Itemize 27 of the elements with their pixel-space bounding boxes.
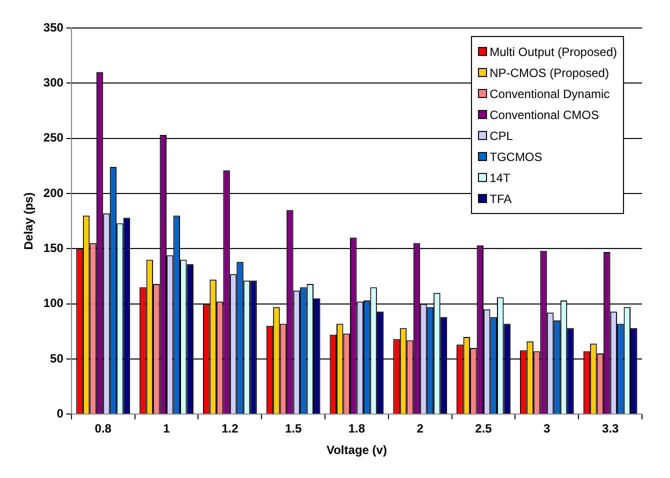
legend-label: CPL	[490, 128, 513, 142]
legend-label: Multi Output (Proposed)	[490, 44, 617, 58]
x-tick-label: 1	[163, 422, 170, 436]
y-tick-label: 300	[43, 75, 64, 90]
x-axis-title: Voltage (v)	[326, 443, 387, 458]
y-tick-label: 200	[43, 186, 64, 200]
legend-label: NP-CMOS (Proposed)	[490, 66, 609, 80]
legend-label: 14T	[490, 170, 510, 184]
y-tick-label: 150	[43, 241, 64, 255]
y-tick-label: 350	[43, 20, 64, 34]
x-tick-label: 1.5	[284, 422, 302, 436]
y-tick-label: 100	[43, 296, 64, 310]
y-tick-label: 250	[43, 130, 64, 145]
legend-label: TFA	[490, 192, 512, 206]
y-tick-label: 50	[50, 351, 64, 366]
x-tick-label: 3	[544, 422, 551, 436]
y-axis-title: Delay (ps)	[22, 192, 36, 250]
x-tick-label: 2	[416, 422, 424, 436]
x-tick-label: 2.5	[475, 422, 492, 436]
x-tick-label: 1.2	[222, 422, 239, 436]
x-tick-label: 0.8	[94, 422, 112, 436]
legend-label: TGCMOS	[490, 150, 542, 164]
x-tick-label: 3.3	[602, 422, 619, 436]
legend-label: Conventional CMOS	[490, 108, 599, 122]
x-tick-label: 1.8	[348, 422, 366, 436]
legend-label: Conventional Dynamic	[490, 86, 610, 100]
y-tick-label: 0	[56, 406, 64, 421]
